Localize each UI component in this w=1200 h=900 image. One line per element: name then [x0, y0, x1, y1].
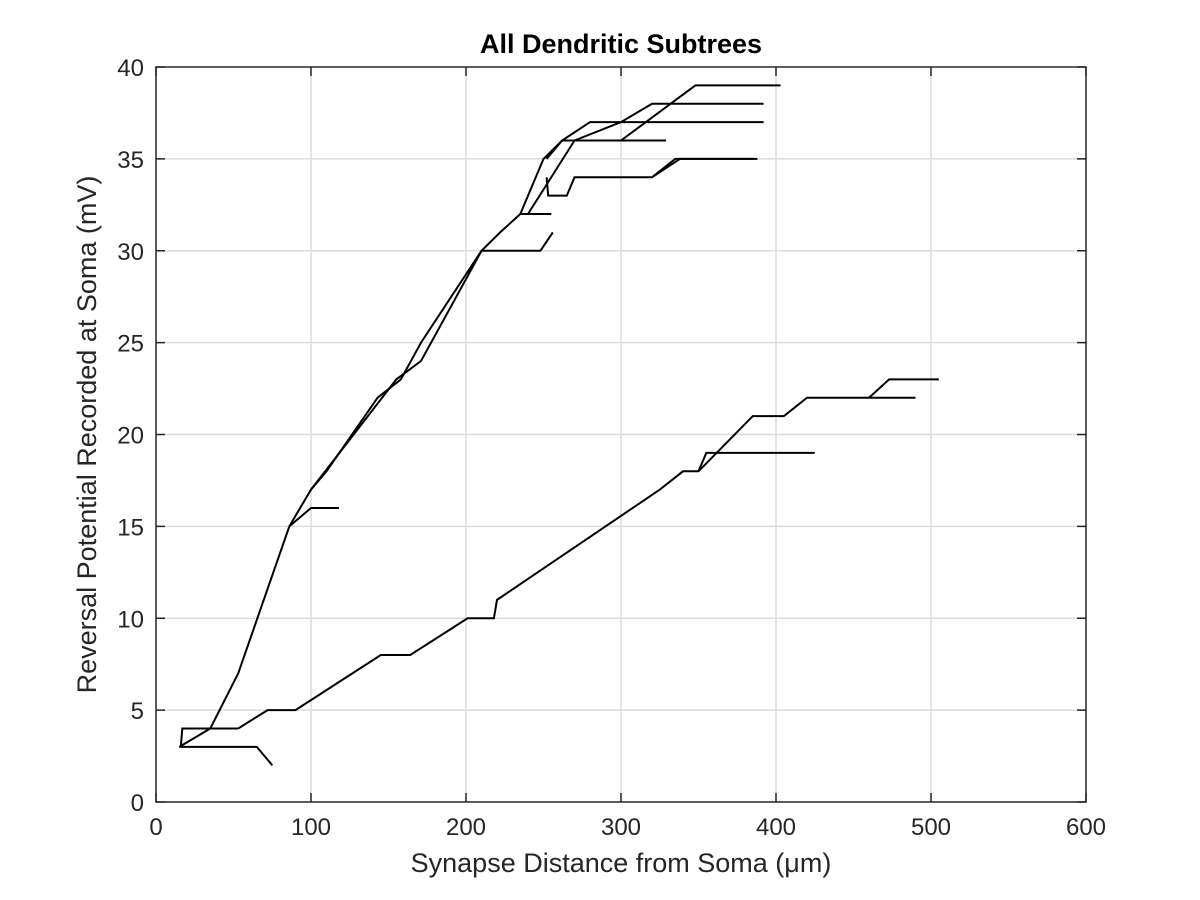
y-tick-label: 5: [131, 698, 144, 725]
x-tick-label: 500: [911, 814, 951, 841]
x-tick-label: 600: [1066, 814, 1106, 841]
x-tick-label: 400: [756, 814, 796, 841]
series-line-1: [179, 745, 274, 766]
x-tick-label: 0: [149, 814, 162, 841]
y-tick-label: 30: [117, 239, 144, 266]
series-line-7: [545, 157, 753, 197]
y-tick-label: 40: [117, 55, 144, 82]
series-line-5: [310, 231, 554, 491]
series-line-3: [288, 507, 339, 528]
tick-layer: 0 100 200 300 400 500 600 0 5 10 15 20 25 30 35 40: [117, 55, 1106, 841]
series-line-9: [527, 102, 764, 215]
y-tick-label: 20: [117, 423, 144, 450]
y-tick-label: 35: [117, 147, 144, 174]
series-line-8: [545, 139, 666, 160]
y-tick-label: 25: [117, 331, 144, 358]
x-axis-label: Synapse Distance from Soma (μm): [411, 848, 832, 878]
series-line-11: [651, 157, 758, 179]
series-line-12: [179, 727, 239, 747]
y-tick-label: 10: [117, 606, 144, 633]
series-line-2: [178, 526, 291, 748]
grid-layer: [156, 67, 1086, 802]
series-line-10: [620, 84, 781, 142]
y-tick-label: 15: [117, 514, 144, 541]
y-tick-label: 0: [131, 790, 144, 817]
x-tick-label: 200: [446, 814, 486, 841]
series-line-14: [697, 451, 815, 472]
x-tick-label: 300: [601, 814, 641, 841]
trace-layer: [178, 84, 939, 766]
series-line-13: [237, 396, 916, 730]
x-tick-label: 100: [291, 814, 331, 841]
y-axis-label: Reversal Potential Recorded at Soma (mV): [72, 176, 102, 694]
chart-title: All Dendritic Subtrees: [480, 29, 762, 59]
series-line-15: [868, 378, 939, 399]
